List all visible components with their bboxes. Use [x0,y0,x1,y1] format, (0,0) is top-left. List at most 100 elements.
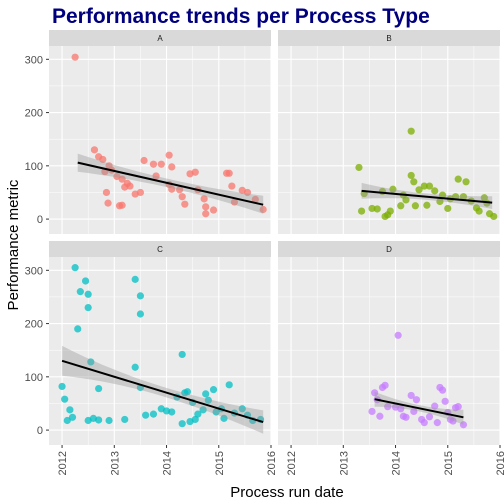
data-point [397,202,405,210]
y-tick-label: 200 [25,319,43,331]
trend-line [77,161,264,206]
y-tick-label: 100 [25,372,43,384]
data-point [149,160,158,168]
data-point [181,200,189,208]
data-point [412,396,421,404]
data-point [259,205,267,214]
data-point [149,410,158,418]
data-point [420,182,428,190]
x-axis-tick-labels: 2012 2013 2014 2015 2016 2012 2013 2014 2015 2016 [57,445,504,475]
data-point [462,178,470,186]
data-point [454,175,462,183]
x-tick-label: 2012 [57,451,69,475]
data-point [152,172,160,180]
data-point [136,310,145,318]
data-point [490,212,498,221]
data-point [444,204,452,213]
data-point [191,415,199,424]
data-point [230,198,239,206]
data-point [204,396,212,404]
data-point [95,384,103,393]
data-point [61,395,69,403]
y-axis-title: Performance metric [5,179,22,310]
data-point [459,193,468,201]
data-point [136,292,145,300]
data-point [438,386,447,394]
data-point [355,163,363,172]
data-point [402,413,410,421]
series-points [71,53,267,218]
facet-strip-label: B [386,34,391,43]
data-point [68,413,77,421]
data-point [140,156,148,165]
data-point [402,196,410,204]
data-point [225,169,233,177]
x-tick-label: 2014 [391,451,403,475]
series-points [368,331,468,429]
data-point [431,187,439,195]
data-point [449,417,457,425]
data-point [410,407,418,416]
facet-strip [49,30,271,46]
data-point [407,127,415,135]
data-point [368,204,376,213]
facet-strip-label: A [157,34,163,43]
data-point [376,412,384,420]
trend-line [361,189,493,204]
panel-background [278,257,500,445]
data-point [178,350,186,359]
data-point [415,186,423,194]
data-point [425,182,434,190]
facet-strip-label: C [157,245,163,254]
data-point [118,201,126,209]
x-tick-label: 2013 [109,451,121,475]
data-point [95,153,103,161]
data-point [200,195,208,203]
data-point [394,331,402,339]
x-tick-label: 2016 [266,451,278,475]
data-point [113,172,121,181]
data-point [194,410,202,418]
trend-line [374,398,464,419]
data-point [131,363,139,371]
y-tick-label: 100 [25,161,43,173]
trend-line [61,359,264,424]
data-point [105,416,113,425]
data-point [397,405,405,413]
data-point [168,185,176,193]
data-point [71,53,79,61]
data-point [131,275,139,283]
y-tick-label: 0 [37,425,43,437]
data-point [220,414,228,422]
data-point [425,413,434,421]
data-point [81,277,90,285]
x-tick-label: 2014 [162,451,174,475]
y-axis-tick-labels: 0 100 200 300 0 100 200 300 [25,54,49,437]
data-point [475,207,483,215]
data-point [357,207,366,215]
data-point [66,406,74,414]
facet-strip-label: D [386,245,392,254]
x-axis-title: Process run date [230,484,343,501]
data-point [178,193,186,201]
data-point [381,212,389,221]
data-point [251,195,259,203]
data-point [420,419,428,427]
data-point [423,201,431,209]
y-tick-label: 0 [37,214,43,226]
data-point [225,381,233,389]
facet-panel-D: D [278,241,500,445]
data-point [459,421,468,429]
data-point [165,151,173,159]
data-point [480,194,488,202]
data-point [407,391,415,400]
data-point [209,386,218,394]
facet-strip [278,241,500,257]
y-tick-label: 300 [25,54,43,66]
data-point [121,183,129,191]
panel-grid [278,257,500,445]
facet-panel-B: B [278,30,500,234]
facet-panel-C: C [49,241,271,445]
data-point [441,397,449,405]
data-point [373,205,381,213]
